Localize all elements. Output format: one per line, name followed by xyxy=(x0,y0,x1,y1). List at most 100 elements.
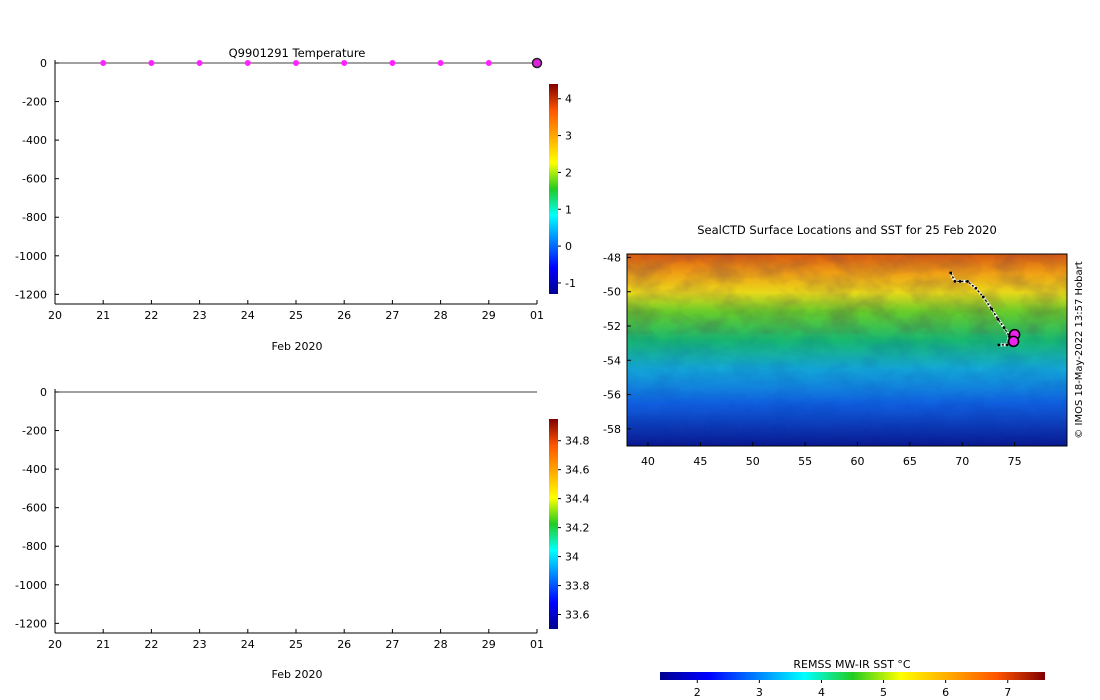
x-tick-label: 21 xyxy=(96,309,110,322)
x-tick-label: 24 xyxy=(241,638,255,651)
x-tick-label: 25 xyxy=(289,309,303,322)
map-y-tick-label: -48 xyxy=(603,251,621,264)
x-tick-label: 22 xyxy=(144,638,158,651)
colorbar-tick-label: 2 xyxy=(565,166,572,179)
surface-marker xyxy=(148,60,155,66)
sst-colorbar-ticks: 2 3 4 5 6 7 xyxy=(694,680,1011,699)
colorbar-tick-label: -1 xyxy=(565,277,576,290)
map-x-tick-label: 65 xyxy=(903,455,917,468)
y-tick-label: -600 xyxy=(22,173,47,186)
track-point xyxy=(974,286,978,290)
y-tick-label: -600 xyxy=(22,502,47,515)
sst-colorbar-tick-label: 5 xyxy=(880,686,887,699)
sst-map-title: SealCTD Surface Locations and SST for 25… xyxy=(697,223,997,237)
y-tick-label: -1200 xyxy=(15,288,47,301)
temperature-axes: 20 21 22 23 24 25 26 27 28 29 01 0 -200 -400 -600 -800 -… xyxy=(15,57,544,322)
map-y-tick-label: -54 xyxy=(603,354,621,367)
surface-marker xyxy=(437,60,444,66)
y-tick-label: -1200 xyxy=(15,617,47,630)
sst-texture-warm xyxy=(627,254,1067,334)
sst-colorbar-tick-label: 7 xyxy=(1004,686,1011,699)
colorbar-tick-label: 4 xyxy=(565,93,572,106)
y-tick-label: -400 xyxy=(22,134,47,147)
map-x-tick-label: 70 xyxy=(955,455,969,468)
y-tick-label: -800 xyxy=(22,211,47,224)
surface-marker xyxy=(341,60,348,66)
x-tick-label: 23 xyxy=(193,309,207,322)
x-tick-label: 27 xyxy=(385,309,399,322)
track-point xyxy=(1005,343,1009,347)
track-point xyxy=(949,271,953,275)
track-point xyxy=(953,280,957,283)
x-tick-label: 21 xyxy=(96,638,110,651)
salinity-axes: 20 21 22 23 24 25 26 27 28 29 01 0 -200 -400 -600 -800 -… xyxy=(15,386,544,651)
x-tick-label: 20 xyxy=(48,309,62,322)
y-tick-label: -200 xyxy=(22,425,47,438)
surface-location-marker xyxy=(1007,335,1020,348)
map-y-tick-label: -58 xyxy=(603,423,621,436)
colorbar-tick-label: 34 xyxy=(565,551,579,564)
y-tick-label: 0 xyxy=(40,386,47,399)
map-x-tick-label: 45 xyxy=(693,455,707,468)
track-point xyxy=(997,343,1001,347)
map-y-tick-label: -50 xyxy=(603,286,621,299)
map-x-tick-label: 40 xyxy=(641,455,655,468)
colorbar-tick-label: 34.8 xyxy=(565,435,590,448)
x-tick-label: 24 xyxy=(241,309,255,322)
map-x-tick-label: 50 xyxy=(746,455,760,468)
map-y-tick-label: -56 xyxy=(603,389,621,402)
x-tick-label: 01 xyxy=(530,638,544,651)
y-tick-label: -1000 xyxy=(15,250,47,263)
track-point xyxy=(1002,326,1006,330)
colorbar-tick-label: 34.6 xyxy=(565,464,590,477)
x-tick-label: 25 xyxy=(289,638,303,651)
sst-colorbar-tick-label: 6 xyxy=(942,686,949,699)
salinity-panel: 20 21 22 23 24 25 26 27 28 29 01 0 -200 -400 -600 -800 -… xyxy=(15,386,589,681)
salinity-colorbar-ticks: 34.8 34.6 34.4 34.2 34 33.8 33.6 xyxy=(558,435,590,622)
x-tick-label: 28 xyxy=(434,309,448,322)
track-point xyxy=(981,295,985,299)
salinity-colorbar xyxy=(549,419,558,629)
sst-colorbar-tick-label: 4 xyxy=(818,686,825,699)
track-point xyxy=(958,280,962,283)
y-tick-label: -400 xyxy=(22,463,47,476)
current-position-marker xyxy=(531,57,543,69)
surface-marker xyxy=(100,60,107,66)
sst-map-panel: SealCTD Surface Locations and SST for 25… xyxy=(603,223,1085,699)
surface-marker xyxy=(389,60,396,66)
map-x-tick-label: 60 xyxy=(850,455,864,468)
y-tick-label: 0 xyxy=(40,57,47,70)
colorbar-tick-label: 0 xyxy=(565,240,572,253)
sst-colorbar xyxy=(660,672,1045,680)
sst-map-axes: 40 45 50 55 60 65 70 75 -48 -50 -52 -54 -56 -58 xyxy=(603,251,1022,468)
colorbar-tick-label: 34.4 xyxy=(565,493,590,506)
sst-colorbar-tick-label: 3 xyxy=(756,686,763,699)
temperature-panel: Q9901291 Temperature 20 21 22 23 24 25 26 27 28 2… xyxy=(15,46,576,353)
sst-colorbar-label: REMSS MW-IR SST °C xyxy=(793,658,911,671)
x-tick-label: 26 xyxy=(337,638,351,651)
temperature-colorbar-ticks: 4 3 2 1 0 -1 xyxy=(558,93,576,290)
y-tick-label: -200 xyxy=(22,96,47,109)
x-tick-label: 27 xyxy=(385,638,399,651)
map-x-tick-label: 75 xyxy=(1008,455,1022,468)
colorbar-tick-label: 33.8 xyxy=(565,580,590,593)
x-tick-label: 29 xyxy=(482,638,496,651)
x-tick-label: 23 xyxy=(193,638,207,651)
surface-marker xyxy=(196,60,203,66)
surface-marker xyxy=(485,60,492,66)
track-point xyxy=(996,317,1000,321)
surface-marker xyxy=(244,60,251,66)
surface-marker xyxy=(293,60,299,66)
temperature-xlabel: Feb 2020 xyxy=(272,340,323,353)
track-point xyxy=(966,280,969,283)
x-tick-label: 29 xyxy=(482,309,496,322)
x-tick-label: 22 xyxy=(144,309,158,322)
colorbar-tick-label: 33.6 xyxy=(565,609,590,622)
x-tick-label: 20 xyxy=(48,638,62,651)
colorbar-tick-label: 3 xyxy=(565,130,572,143)
credit-text: © IMOS 18-May-2022 13:57 Hobart xyxy=(1074,261,1085,438)
y-tick-label: -1000 xyxy=(15,579,47,592)
colorbar-tick-label: 1 xyxy=(565,203,572,216)
y-tick-label: -800 xyxy=(22,540,47,553)
